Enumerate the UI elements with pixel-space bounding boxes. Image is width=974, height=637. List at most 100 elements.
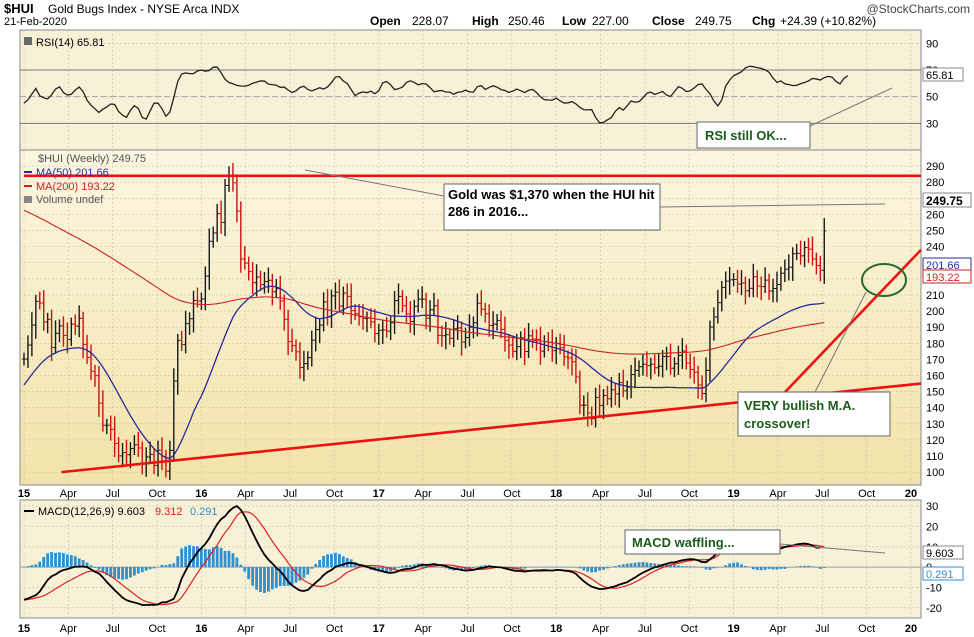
macd-hist-bar xyxy=(322,555,326,568)
macd-hist-bar xyxy=(81,560,85,568)
macd-hist-bar xyxy=(558,566,562,568)
macd-hist-bar xyxy=(475,566,479,568)
macd-hist-bar xyxy=(42,556,46,568)
macd-hist-bar xyxy=(535,566,538,568)
macd-callout-box xyxy=(624,529,781,555)
rsi-legend-title: RSI(14) 65.81 xyxy=(36,37,104,49)
macd-hist-bar xyxy=(93,567,97,568)
macd-hist-bar xyxy=(527,567,531,568)
macd-hist-bar xyxy=(519,567,523,569)
x-tick-label-bottom: Jul xyxy=(815,623,829,635)
macd-hist-bar xyxy=(799,565,803,568)
macd-hist-bar xyxy=(203,548,207,568)
macd-hist-bar xyxy=(270,567,274,590)
ma-callout: VERY bullish M.A. crossover! xyxy=(737,263,907,437)
macd-hist-bar xyxy=(523,567,527,569)
macd-hist-bar xyxy=(645,562,649,568)
macd-hist-bar xyxy=(77,558,81,568)
price-tick-label: 120 xyxy=(926,435,944,447)
x-tick-label-top: Oct xyxy=(681,488,698,500)
macd-hist-bar xyxy=(669,564,672,568)
macd-hist-bar xyxy=(602,567,605,570)
x-tick-label-top: Jul xyxy=(460,488,474,500)
macd-hist-bar xyxy=(58,552,61,568)
x-tick-label-bottom: Apr xyxy=(415,623,432,635)
macd-hist-bar xyxy=(684,566,688,568)
rsi-callout: RSI still OK... xyxy=(696,87,893,149)
macd-hist-bar xyxy=(298,567,302,581)
x-tick-label-bottom: Jul xyxy=(460,623,474,635)
macd-hist-bar xyxy=(436,566,440,568)
macd-hist-bar xyxy=(531,566,534,568)
x-tick-label-bottom: Oct xyxy=(148,623,165,635)
low-value: 227.00 xyxy=(592,14,629,28)
macd-hist-bar xyxy=(219,547,223,568)
gold-callout-pointer-left xyxy=(304,169,445,197)
macd-hist-bar xyxy=(412,564,416,568)
hist-last-badge xyxy=(922,566,964,581)
macd-hist-bar xyxy=(444,567,448,569)
macd-hist-bar xyxy=(554,567,558,568)
price-tick-label: 160 xyxy=(926,370,944,382)
macd-hist-bar xyxy=(716,567,720,568)
macd-hist-bar xyxy=(30,565,34,568)
macd-hist-bar xyxy=(211,547,215,568)
gold-callout-pointer-right xyxy=(659,203,886,208)
rsi-last-value: 65.81 xyxy=(926,70,954,82)
macd-hist-bar xyxy=(621,564,625,568)
macd-hist-bar xyxy=(125,567,128,580)
macd-hist-bar xyxy=(460,567,463,571)
macd-hist-bar xyxy=(566,567,570,568)
macd-hist-bar xyxy=(152,567,156,569)
macd-hist-bar xyxy=(408,565,412,568)
macd-hist-bar xyxy=(700,567,704,568)
macd-hist-bar xyxy=(606,567,609,569)
macd-hist-bar xyxy=(26,566,30,568)
macd-hist-bar xyxy=(38,561,42,568)
macd-hist-bar xyxy=(704,567,708,570)
macd-hist-bar xyxy=(673,564,676,568)
macd-hist-bar xyxy=(184,546,188,568)
x-tick-label-top: 16 xyxy=(195,488,207,500)
x-tick-label-bottom: Oct xyxy=(681,623,698,635)
macd-hist-bar xyxy=(97,567,101,570)
hist-last-value: 0.291 xyxy=(926,569,954,581)
macd-hist-bar xyxy=(720,566,724,568)
macd-hist-bar xyxy=(385,567,389,573)
macd-hist-bar xyxy=(692,566,696,568)
x-tick-label-top: Apr xyxy=(237,488,254,500)
macd-hist-bar xyxy=(732,562,735,568)
macd-hist-bar xyxy=(73,556,77,568)
macd-hist-bar xyxy=(389,567,393,572)
macd-hist-bar xyxy=(641,562,645,568)
macd-hist-bar xyxy=(791,566,795,568)
macd-hist-bar xyxy=(235,557,239,568)
macd-hist-bar xyxy=(381,567,385,573)
macd-hist-bar xyxy=(278,567,282,587)
price-tick-label: 260 xyxy=(926,209,944,221)
macd-hist-bar xyxy=(590,567,594,573)
x-tick-label-top: Apr xyxy=(592,488,609,500)
macd-hist-bar xyxy=(259,567,262,592)
macd-hist-bar xyxy=(160,564,164,568)
x-tick-label-bottom: Jul xyxy=(638,623,652,635)
chg-value: +24.39 (+10.82%) xyxy=(780,14,876,28)
macd-hist-bar xyxy=(105,567,109,576)
macd-tick-label: 30 xyxy=(926,501,938,513)
x-tick-label-top: Oct xyxy=(326,488,343,500)
macd-callout-pointer xyxy=(779,543,886,554)
macd-hist-bar xyxy=(62,553,65,568)
x-tick-label-top: Oct xyxy=(858,488,875,500)
rsi-tick-label: 90 xyxy=(926,38,938,50)
macd-hist-bar xyxy=(215,546,219,568)
macd-hist-bar xyxy=(747,566,751,568)
macd-hist-bar xyxy=(740,564,743,568)
open-value: 228.07 xyxy=(412,14,449,28)
macd-hist-bar xyxy=(649,563,653,568)
macd-hist-bar xyxy=(231,553,235,568)
macd-hist-bar xyxy=(783,567,787,569)
macd-hist-bar xyxy=(294,567,298,583)
macd-hist-bar xyxy=(736,562,739,568)
macd-hist-bar xyxy=(542,566,546,568)
price-legend: $HUI (Weekly) 249.75 MA(50) 201.66 MA(20… xyxy=(24,153,146,206)
